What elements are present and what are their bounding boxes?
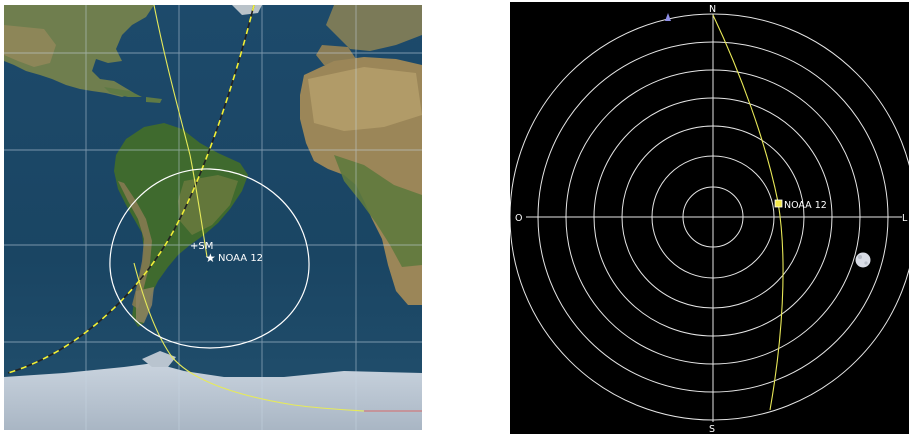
- north-america-landmass: [4, 5, 154, 97]
- world-map[interactable]: +SM ★ NOAA 12: [4, 5, 422, 430]
- ground-station-label: +SM: [190, 241, 213, 252]
- world-map-panel[interactable]: +SM ★ NOAA 12: [4, 5, 422, 430]
- compass-east-label: L: [902, 213, 908, 224]
- satellite-marker[interactable]: ★ NOAA 12: [205, 251, 263, 265]
- polar-satellite-marker[interactable]: NOAA 12: [774, 199, 827, 211]
- europe-landmass: [326, 5, 422, 51]
- compass-west-label: O: [515, 213, 522, 224]
- ground-track: [153, 5, 208, 258]
- sahara-desert: [308, 67, 422, 131]
- patagonia: [136, 287, 154, 323]
- hispaniola-island: [146, 97, 162, 103]
- compass-north-label: N: [709, 4, 716, 15]
- satellite-label: NOAA 12: [218, 253, 263, 264]
- satellite-footprint: [109, 168, 310, 349]
- compass-south-label: S: [709, 424, 715, 434]
- sun-marker-icon: [665, 13, 671, 21]
- satellite-square-icon: [774, 199, 783, 208]
- polar-sky-view[interactable]: N S O L NOAA 12: [510, 2, 909, 434]
- polar-background: [510, 2, 909, 434]
- ground-track-south: [133, 262, 365, 412]
- antarctic-peninsula: [142, 351, 176, 367]
- star-icon: ★: [205, 251, 216, 265]
- ground-station-marker[interactable]: +SM: [190, 241, 213, 252]
- moon-icon[interactable]: [855, 252, 871, 268]
- antarctica-landmass: [4, 363, 422, 430]
- cuba-island: [104, 87, 142, 97]
- polar-axes: [526, 14, 902, 422]
- north-america-desert: [4, 25, 56, 67]
- greenland-edge: [232, 5, 262, 15]
- terminator-line: [7, 5, 255, 374]
- polar-satellite-label: NOAA 12: [784, 200, 827, 211]
- polar-sky-view-panel[interactable]: N S O L NOAA 12: [510, 2, 909, 434]
- south-america-landmass: [114, 123, 248, 327]
